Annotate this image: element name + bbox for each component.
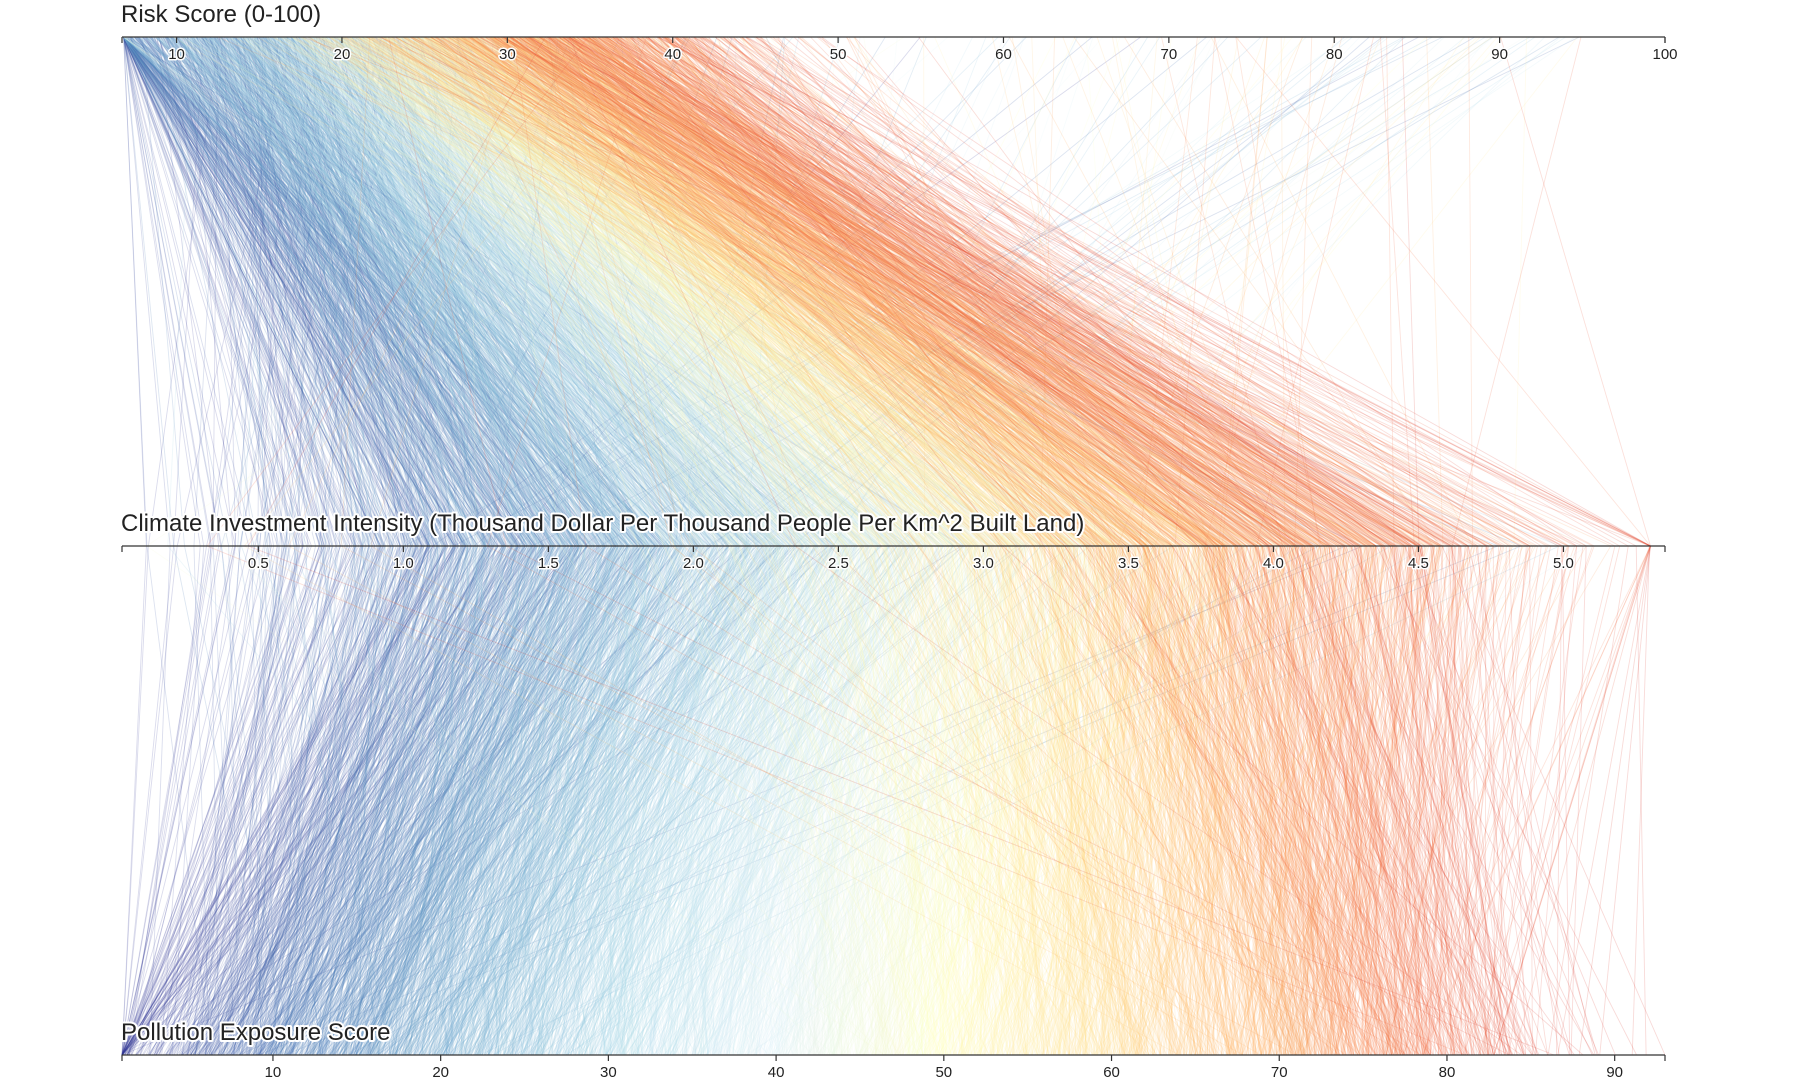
- tick-label-investment-5.0: 5.0: [1553, 555, 1574, 572]
- tick-label-investment-2.5: 2.5: [828, 555, 849, 572]
- tick-label-investment-2.0: 2.0: [683, 555, 704, 572]
- tick-label-risk-40: 40: [664, 46, 681, 63]
- axis-title-pollution: Pollution Exposure Score: [121, 1019, 390, 1046]
- tick-label-risk-30: 30: [499, 46, 516, 63]
- tick-label-investment-1.0: 1.0: [393, 555, 414, 572]
- tick-label-pollution-40: 40: [768, 1064, 785, 1077]
- tick-label-investment-3.0: 3.0: [973, 555, 994, 572]
- tick-label-investment-4.0: 4.0: [1263, 555, 1284, 572]
- axis-title-risk: Risk Score (0-100): [121, 1, 321, 28]
- tick-label-investment-1.5: 1.5: [538, 555, 559, 572]
- axis-title-investment: Climate Investment Intensity (Thousand D…: [121, 510, 1084, 537]
- tick-label-risk-100: 100: [1652, 46, 1677, 63]
- tick-label-risk-60: 60: [995, 46, 1012, 63]
- tick-group-pollution: 10 20 30 40 50 60 70 80 90: [121, 1055, 1666, 1077]
- tick-label-pollution-70: 70: [1271, 1064, 1288, 1077]
- tick-label-investment-0.5: 0.5: [248, 555, 269, 572]
- tick-label-pollution-50: 50: [935, 1064, 952, 1077]
- tick-label-risk-70: 70: [1161, 46, 1178, 63]
- tick-label-investment-4.5: 4.5: [1408, 555, 1429, 572]
- tick-label-risk-10: 10: [168, 46, 185, 63]
- tick-label-risk-90: 90: [1491, 46, 1508, 63]
- tick-label-pollution-20: 20: [432, 1064, 449, 1077]
- tick-label-pollution-30: 30: [600, 1064, 617, 1077]
- tick-label-risk-20: 20: [334, 46, 351, 63]
- tick-label-risk-50: 50: [830, 46, 847, 63]
- tick-label-pollution-60: 60: [1103, 1064, 1120, 1077]
- tick-label-pollution-10: 10: [265, 1064, 282, 1077]
- tick-label-investment-3.5: 3.5: [1118, 555, 1139, 572]
- tick-label-risk-80: 80: [1326, 46, 1343, 63]
- tick-label-pollution-80: 80: [1439, 1064, 1456, 1077]
- tick-label-pollution-90: 90: [1606, 1064, 1623, 1077]
